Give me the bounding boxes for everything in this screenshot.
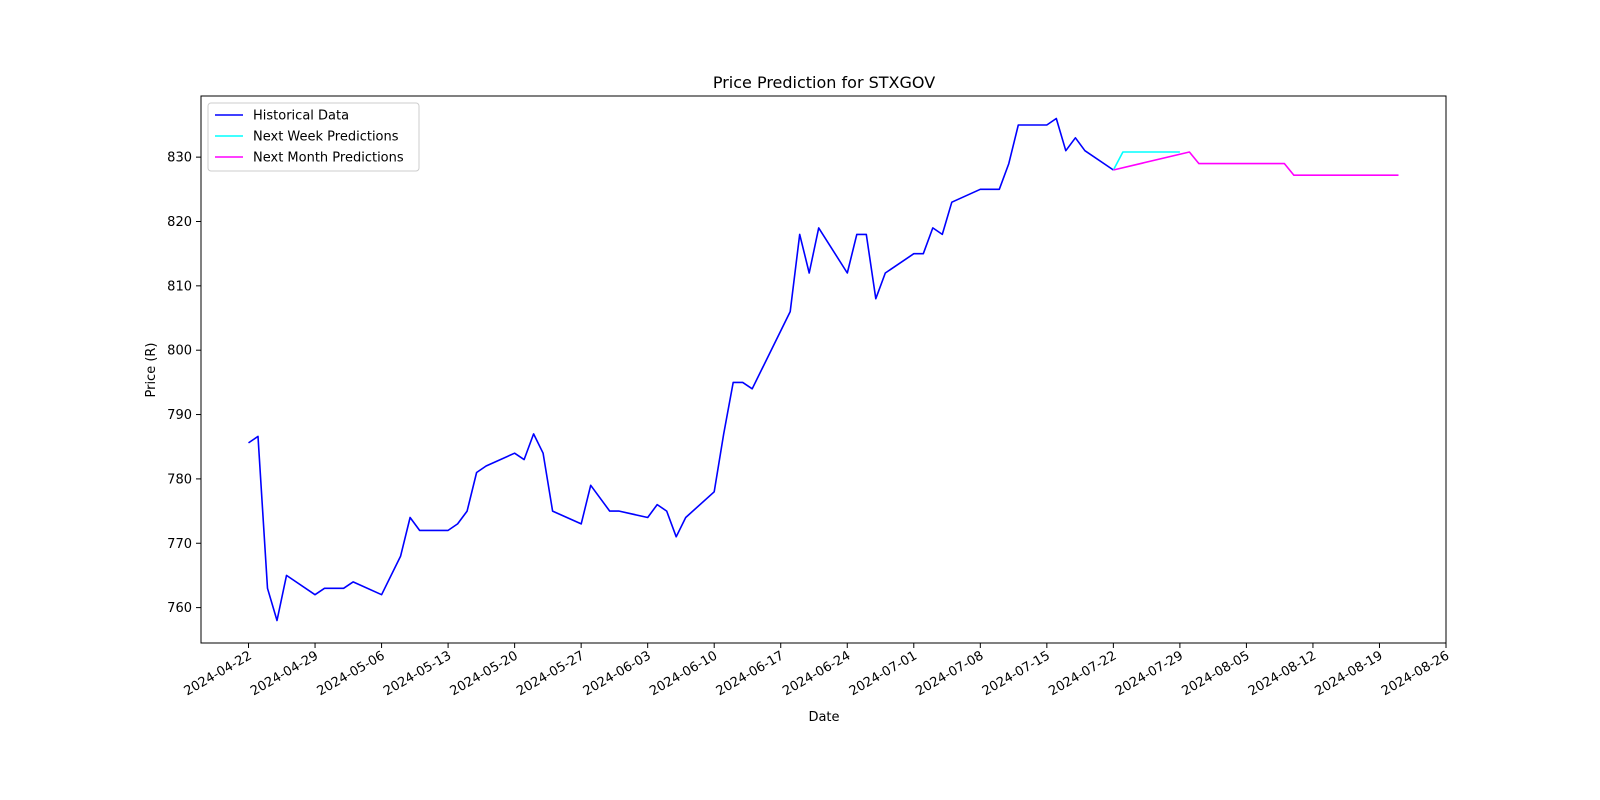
x-axis-label: Date	[808, 710, 839, 725]
chart-title: Price Prediction for STXGOV	[713, 73, 935, 92]
legend-label: Next Month Predictions	[253, 151, 404, 166]
y-tick-label: 790	[167, 408, 192, 423]
y-axis: 760 770 780 790 800 810 820 830	[167, 151, 201, 616]
y-tick-label: 820	[167, 215, 192, 230]
legend-box	[207, 102, 420, 172]
legend: Historical Data Next Week Predictions Next…	[207, 102, 420, 172]
series-line-historical-data	[248, 117, 1114, 622]
y-tick-label: 760	[167, 601, 192, 616]
y-tick-label: 810	[167, 279, 192, 294]
y-tick-label: 770	[167, 537, 192, 552]
series-layer	[248, 117, 1399, 622]
y-axis-label: Price (R)	[144, 342, 159, 397]
y-tick-label: 800	[167, 344, 192, 359]
y-tick-label: 780	[167, 472, 192, 487]
series-line-next-week-predictions	[1112, 151, 1180, 171]
series-line-next-month-predictions	[1113, 151, 1399, 176]
y-tick-label: 830	[167, 151, 192, 166]
legend-label: Next Week Predictions	[253, 130, 399, 145]
plot-area	[200, 95, 1447, 644]
legend-label: Historical Data	[253, 109, 349, 124]
